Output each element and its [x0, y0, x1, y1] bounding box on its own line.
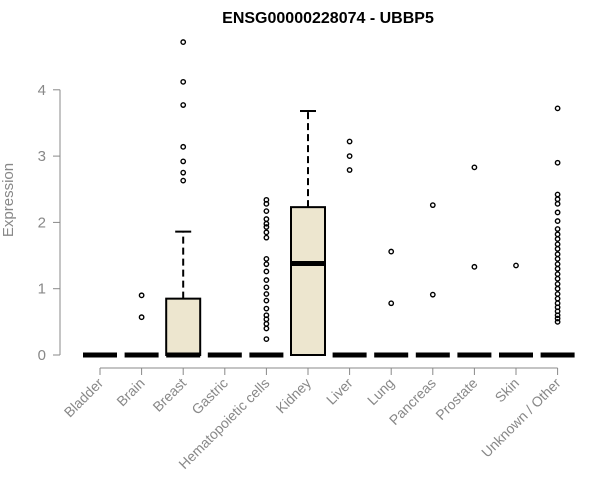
- outlier-point: [263, 277, 270, 283]
- outlier-point: [263, 291, 270, 297]
- outlier-point: [263, 208, 270, 215]
- box-prostate: [457, 164, 492, 358]
- outlier-point: [263, 234, 270, 241]
- outlier-point: [263, 320, 270, 327]
- outlier-point: [180, 78, 187, 85]
- outlier-point: [263, 220, 270, 227]
- outlier-point: [263, 268, 270, 275]
- y-axis-label: Expression: [0, 163, 17, 237]
- outlier-point: [471, 164, 478, 171]
- outlier-point: [554, 105, 561, 112]
- outlier-point: [180, 169, 187, 176]
- outlier-point: [346, 153, 353, 160]
- outlier-point: [138, 292, 145, 299]
- box-unknown-other: [540, 105, 575, 358]
- box-pancreas: [415, 202, 450, 358]
- outlier-point: [513, 262, 519, 269]
- y-axis: 0 1 2 3 4: [38, 82, 61, 364]
- outlier-point: [554, 209, 561, 216]
- outlier-point: [263, 336, 270, 342]
- chart-title: ENSG00000228074 - UBBP5: [222, 10, 434, 27]
- outlier-point: [263, 261, 270, 268]
- outlier-point: [554, 318, 561, 325]
- x-tick-label: Prostate: [432, 375, 480, 423]
- box-iqr: [165, 297, 202, 356]
- x-tick-label: Breast: [149, 375, 189, 415]
- x-tick-label: Unknown / Other: [478, 375, 564, 461]
- outlier-point: [554, 291, 561, 297]
- outlier-point: [263, 325, 270, 332]
- outlier-point: [554, 200, 561, 207]
- outlier-point: [180, 177, 187, 184]
- outlier-point: [554, 300, 561, 307]
- outlier-point: [554, 255, 561, 262]
- y-tick-label: 0: [38, 347, 46, 364]
- outlier-point: [554, 281, 561, 287]
- outlier-point: [263, 216, 270, 222]
- outlier-point: [263, 312, 270, 319]
- outlier-point: [554, 196, 561, 203]
- x-tick-label: Liver: [323, 375, 356, 408]
- outlier-point: [263, 305, 270, 312]
- box-group: [83, 39, 575, 358]
- outlier-point: [554, 231, 561, 238]
- outlier-point: [554, 191, 561, 198]
- outlier-point: [388, 300, 395, 307]
- box-liver: [332, 138, 367, 358]
- box-iqr: [290, 206, 326, 356]
- outlier-point: [263, 297, 270, 304]
- x-tick-label: Brain: [113, 375, 147, 409]
- outlier-point: [554, 218, 561, 224]
- outlier-point: [429, 291, 436, 298]
- outlier-point: [554, 285, 561, 292]
- outlier-point: [554, 275, 561, 282]
- outlier-point: [263, 224, 270, 230]
- outlier-point: [180, 102, 187, 108]
- outlier-point: [346, 138, 353, 145]
- box-brain: [124, 292, 159, 358]
- outlier-point: [554, 241, 561, 248]
- outlier-point: [180, 158, 187, 165]
- outlier-point: [263, 196, 270, 203]
- outlier-point: [263, 284, 270, 291]
- y-tick-label: 3: [38, 148, 46, 165]
- y-tick-label: 4: [38, 82, 46, 99]
- outlier-point: [263, 255, 270, 262]
- box-breast: [165, 39, 202, 358]
- box-kidney: [290, 110, 326, 356]
- outlier-point: [554, 236, 561, 242]
- box-hematopoietic-cells: [249, 196, 284, 358]
- outlier-point: [138, 314, 145, 321]
- outlier-point: [554, 246, 561, 252]
- box-lung: [374, 248, 409, 358]
- x-tick-label: Bladder: [61, 375, 107, 421]
- outlier-point: [471, 263, 478, 270]
- x-tick-label: Lung: [364, 375, 397, 408]
- outlier-point: [554, 295, 561, 302]
- outlier-point: [180, 39, 187, 45]
- outlier-point: [554, 265, 561, 272]
- outlier-point: [180, 143, 187, 150]
- y-tick-label: 1: [38, 281, 46, 298]
- x-tick-label: Skin: [492, 375, 523, 406]
- outlier-point: [554, 226, 561, 232]
- y-tick-label: 2: [38, 214, 46, 231]
- outlier-point: [554, 261, 561, 268]
- outlier-point: [263, 229, 270, 236]
- x-tick-label: Kidney: [273, 375, 315, 417]
- outlier-point: [554, 251, 561, 258]
- box-skin: [499, 262, 533, 358]
- outlier-point: [429, 202, 436, 209]
- outlier-point: [554, 159, 561, 166]
- outlier-point: [554, 271, 561, 278]
- outlier-point: [346, 167, 353, 173]
- outlier-point: [388, 248, 395, 255]
- outlier-point: [554, 315, 561, 322]
